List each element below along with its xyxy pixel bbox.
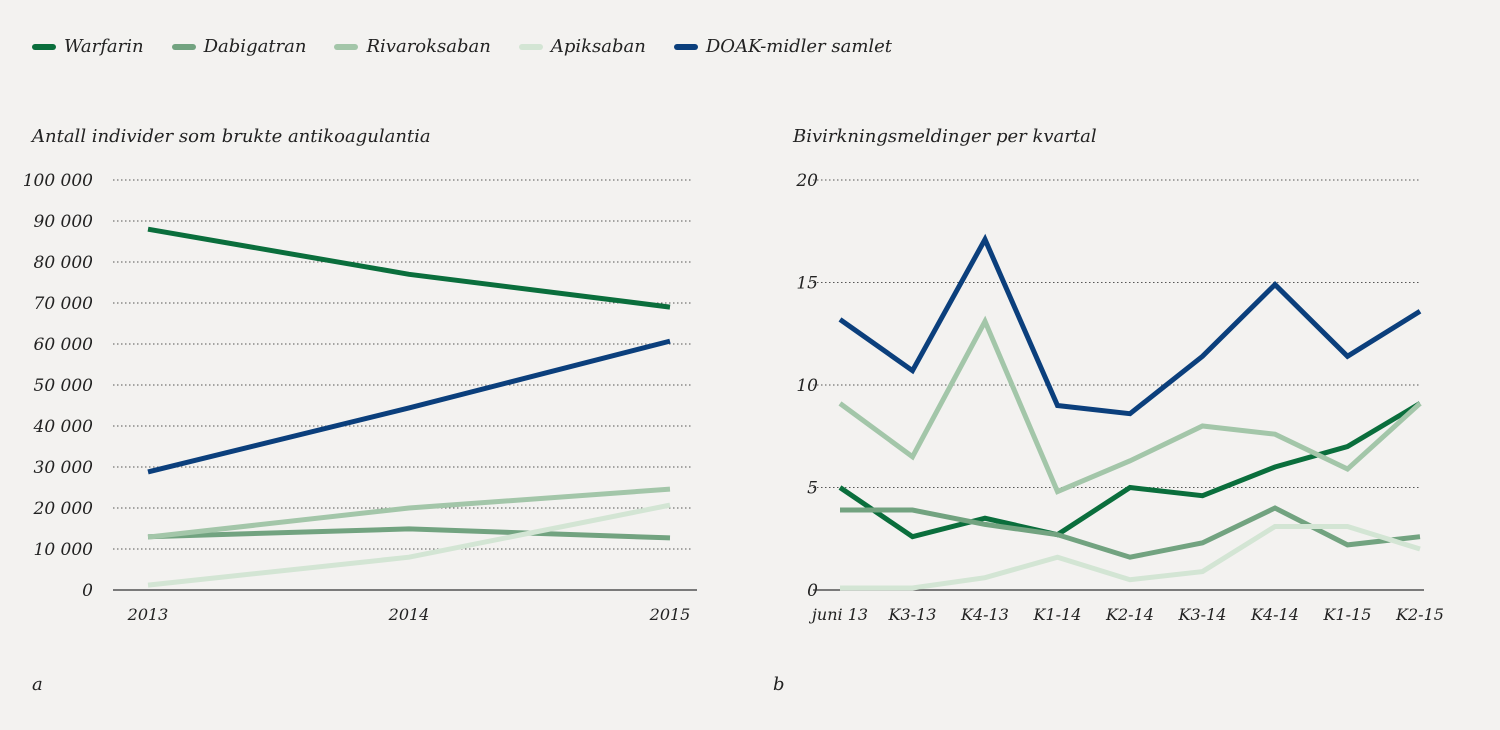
legend-item: Warfarin	[32, 36, 144, 57]
x-tick-label: K1-15	[1323, 605, 1372, 624]
series-line-rivaroksaban	[838, 315, 1422, 495]
x-tick-label: K3-14	[1178, 605, 1227, 624]
series-line-dabigatran	[840, 505, 1421, 560]
x-tick-label: K4-14	[1250, 605, 1299, 624]
series-line-doak-midler-samlet	[838, 233, 1422, 417]
legend-label: DOAK-midler samlet	[705, 36, 893, 57]
legend-swatch	[32, 43, 56, 50]
y-tick-label: 60 000	[34, 335, 94, 355]
y-tick-label: 20	[795, 171, 818, 191]
series-line-warfarin	[147, 226, 671, 310]
y-tick-label: 10	[796, 376, 818, 396]
y-tick-label: 90 000	[34, 212, 94, 232]
y-tick-label: 20 000	[33, 499, 94, 519]
x-tick-label: 2015	[649, 605, 691, 624]
x-tick-label: 2013	[127, 605, 169, 624]
legend-swatch	[334, 43, 359, 50]
legend-swatch	[518, 43, 543, 50]
series-line-warfarin	[838, 401, 1422, 540]
x-tick-label: juni 13	[809, 605, 868, 624]
legend-item: DOAK-midler samlet	[673, 36, 893, 57]
legend-swatch	[171, 43, 196, 50]
y-tick-label: 50 000	[34, 376, 94, 396]
x-tick-label: 2014	[388, 605, 430, 624]
y-tick-label: 100 000	[23, 171, 93, 191]
y-tick-label: 5	[807, 479, 818, 499]
x-tick-label: K2-14	[1105, 605, 1154, 624]
y-tick-label: 15	[796, 274, 818, 294]
panel-label: a	[32, 674, 43, 695]
series-line-dabigatran	[147, 526, 671, 541]
legend-item: Dabigatran	[171, 36, 307, 57]
chart-title: Bivirkningsmeldinger per kvartal	[792, 126, 1097, 147]
y-tick-label: 0	[82, 581, 93, 601]
y-tick-label: 70 000	[34, 294, 94, 314]
legend-label: Rivaroksaban	[366, 36, 491, 57]
legend-label: Dabigatran	[203, 36, 307, 57]
legend-label: Warfarin	[64, 36, 144, 57]
series-line-doak-midler-samlet	[147, 338, 671, 475]
y-tick-label: 0	[807, 581, 818, 601]
panel-label: b	[773, 674, 785, 695]
x-tick-label: K3-13	[888, 605, 937, 624]
series-line-apiksaban	[840, 523, 1421, 591]
y-tick-label: 80 000	[34, 253, 94, 273]
x-tick-label: K4-13	[960, 605, 1009, 624]
legend-label: Apiksaban	[550, 36, 646, 57]
x-tick-label: K2-15	[1395, 605, 1444, 624]
y-tick-label: 10 000	[34, 540, 94, 560]
legend-item: Rivaroksaban	[334, 36, 491, 57]
series-line-apiksaban	[147, 502, 671, 588]
y-tick-label: 30 000	[34, 458, 94, 478]
series-line-rivaroksaban	[147, 486, 671, 540]
x-tick-label: K1-14	[1033, 605, 1082, 624]
y-tick-label: 40 000	[33, 417, 94, 437]
legend-item: Apiksaban	[518, 36, 646, 57]
legend-swatch	[673, 43, 698, 50]
chart-title: Antall individer som brukte antikoagulan…	[30, 126, 431, 147]
legend: Warfarin Dabigatran Rivaroksaban Apiksaban D…	[32, 36, 920, 57]
